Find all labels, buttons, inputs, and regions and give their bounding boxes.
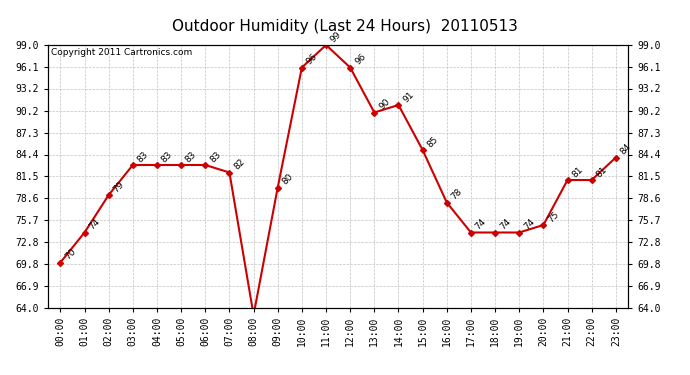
Text: 74: 74	[474, 217, 488, 232]
Text: 83: 83	[160, 150, 175, 164]
Text: 75: 75	[546, 210, 561, 224]
Text: 83: 83	[208, 150, 223, 164]
Text: 79: 79	[112, 180, 126, 194]
Text: 96: 96	[353, 52, 368, 67]
Text: 78: 78	[450, 187, 464, 202]
Text: 74: 74	[522, 217, 536, 232]
Text: 82: 82	[233, 158, 246, 172]
Text: 96: 96	[305, 52, 319, 67]
Text: 90: 90	[377, 97, 392, 112]
Text: 83: 83	[184, 150, 199, 164]
Text: 74: 74	[88, 217, 101, 232]
Text: 85: 85	[426, 135, 440, 149]
Text: 84: 84	[619, 142, 633, 157]
Text: 63: 63	[0, 374, 1, 375]
Text: 80: 80	[281, 172, 295, 187]
Text: 74: 74	[498, 217, 512, 232]
Text: 70: 70	[63, 247, 78, 262]
Text: 91: 91	[402, 90, 416, 104]
Text: Copyright 2011 Cartronics.com: Copyright 2011 Cartronics.com	[51, 48, 193, 57]
Text: 81: 81	[571, 165, 585, 179]
Text: 99: 99	[329, 30, 344, 44]
Text: Outdoor Humidity (Last 24 Hours)  20110513: Outdoor Humidity (Last 24 Hours) 2011051…	[172, 19, 518, 34]
Text: 81: 81	[595, 165, 609, 179]
Text: 83: 83	[136, 150, 150, 164]
